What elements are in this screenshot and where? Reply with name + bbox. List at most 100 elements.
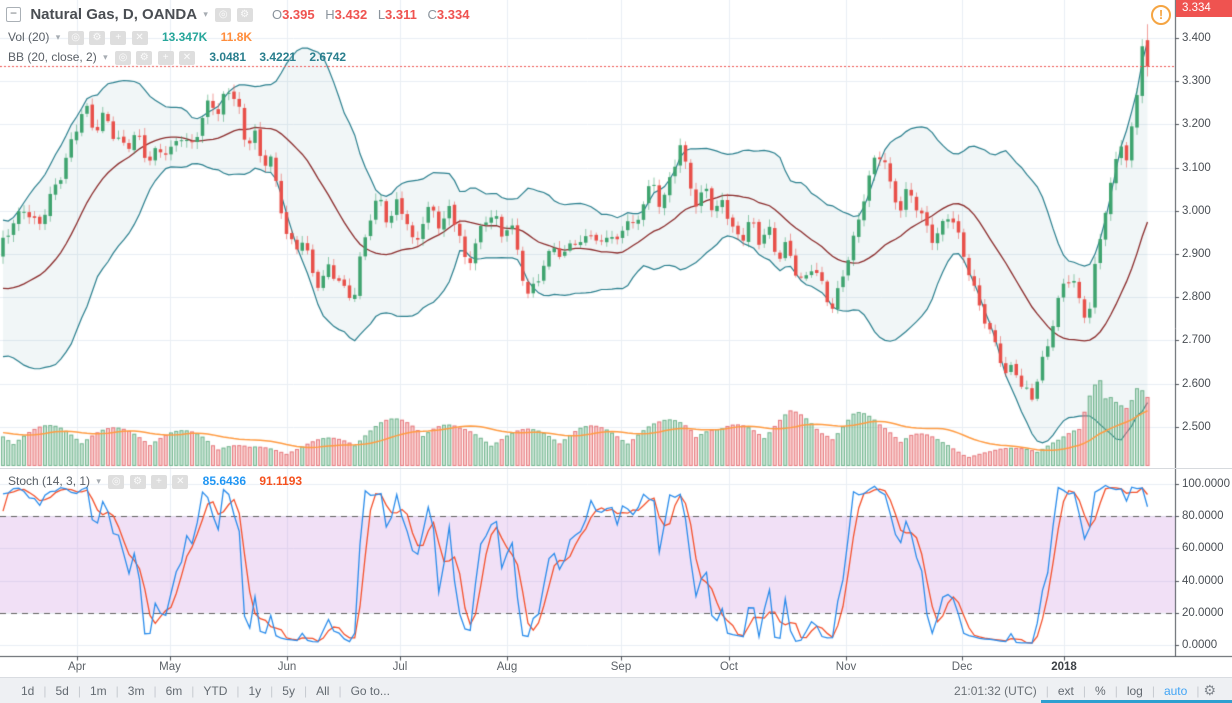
volume-value: 13.347K (161, 30, 208, 44)
separator: | (303, 683, 308, 698)
separator: | (153, 683, 157, 698)
separator: | (236, 683, 240, 698)
range-button-1d[interactable]: 1d (21, 683, 35, 698)
time-axis-label: 2018 (1051, 661, 1077, 673)
price-axis-label: 2.900 (1182, 248, 1211, 260)
close-icon[interactable]: ✕ (131, 30, 148, 45)
pane-separator[interactable] (0, 468, 1232, 469)
stoch-k-value: 85.6436 (202, 474, 247, 488)
price-axis-label: 3.400 (1182, 32, 1211, 44)
open-label: O (271, 7, 283, 22)
price-axis-label: 3.100 (1182, 161, 1211, 174)
open-value: 3.395 (282, 7, 315, 22)
separator: | (1196, 683, 1200, 698)
toolbar-button-percent[interactable]: % (1095, 683, 1106, 698)
separator: | (1045, 683, 1049, 698)
chevron-down-icon[interactable]: ▾ (203, 9, 208, 19)
time-axis-label: Sep (610, 661, 632, 673)
main-legend: − Natural Gas, D, OANDA ▾ ◎ ⚙ O3.395 H3.… (6, 6, 469, 23)
separator: | (1151, 683, 1155, 698)
collapse-icon[interactable]: − (6, 7, 21, 22)
range-button-ytd[interactable]: YTD (203, 683, 228, 698)
toolbar-button-ext[interactable]: ext (1057, 683, 1074, 698)
separator: | (338, 683, 342, 698)
settings-icon[interactable]: ⚙ (129, 474, 146, 489)
time-axis-label: Oct (720, 661, 738, 673)
low-value: 3.311 (385, 7, 417, 22)
symbol-title[interactable]: Natural Gas, D, OANDA (30, 6, 198, 23)
chart-canvas[interactable] (0, 0, 1232, 677)
bb-lower-value: 2.6742 (309, 50, 347, 64)
separator: | (1082, 683, 1087, 698)
time-axis-label: Apr (68, 661, 86, 673)
high-value: 3.432 (334, 7, 368, 22)
bb-upper-value: 3.4221 (259, 50, 297, 64)
bb-legend: BB (20, close, 2) ▾ ◎ ⚙ + ✕ 3.0481 3.422… (8, 50, 346, 65)
add-icon[interactable]: + (157, 50, 174, 65)
settings-icon[interactable]: ⚙ (236, 7, 253, 22)
range-button-6m[interactable]: 6m (165, 683, 183, 698)
time-axis-label: Nov (835, 661, 857, 673)
price-axis-label: 2.600 (1182, 377, 1211, 390)
stoch-d-value: 91.1193 (259, 474, 303, 488)
range-button-1y[interactable]: 1y (248, 683, 262, 698)
add-icon[interactable]: + (110, 30, 127, 45)
range-button-3m[interactable]: 3m (127, 683, 145, 698)
separator: | (77, 683, 81, 698)
stoch-legend: Stoch (14, 3, 1) ▾ ◎ ⚙ + ✕ 85.6436 91.11… (8, 474, 302, 489)
price-axis-label: 2.700 (1182, 334, 1211, 347)
price-axis-label: 2.500 (1182, 420, 1211, 433)
gear-icon[interactable]: ⚙ (1203, 682, 1216, 698)
separator: | (1114, 683, 1118, 698)
go-to-button[interactable]: Go to... (350, 683, 390, 698)
visibility-icon[interactable]: ◎ (108, 474, 125, 489)
toolbar-right: 21:01:32 (UTC) | ext |% | log | auto | ⚙ (945, 682, 1220, 699)
stoch-axis-label: 0.0000 (1182, 639, 1218, 651)
separator: | (43, 683, 47, 698)
close-label: C (427, 7, 437, 22)
price-axis-label: 3.000 (1182, 204, 1211, 217)
volume-legend: Vol (20) ▾ ◎ ⚙ + ✕ 13.347K 11.8K (8, 30, 252, 45)
bb-indicator-label[interactable]: BB (20, close, 2) (8, 50, 97, 64)
ohlc-readout: O3.395 H3.432 L3.311 C3.334 (265, 7, 469, 22)
chevron-down-icon[interactable]: ▾ (55, 32, 61, 43)
add-icon[interactable]: + (150, 474, 167, 489)
time-axis-label: May (159, 661, 181, 673)
chevron-down-icon[interactable]: ▾ (103, 52, 108, 63)
last-price-tag: 3.334 (1176, 0, 1232, 17)
low-label: L (377, 7, 386, 22)
high-label: H (325, 7, 335, 22)
stoch-axis-label: 20.0000 (1182, 606, 1224, 619)
separator: | (115, 683, 119, 698)
range-button-1m[interactable]: 1m (89, 683, 107, 698)
separator: | (191, 683, 195, 698)
stoch-indicator-label[interactable]: Stoch (14, 3, 1) (8, 474, 91, 488)
range-button-5d[interactable]: 5d (55, 683, 69, 698)
bottom-toolbar: 1d | 5d | 1m | 3m | 6m | YTD | 1y | 5y | All | Go to... 21… (0, 677, 1232, 703)
settings-icon[interactable]: ⚙ (88, 30, 105, 45)
close-icon[interactable]: ✕ (172, 474, 189, 489)
close-icon[interactable]: ✕ (178, 50, 195, 65)
toolbar-button-log[interactable]: log (1126, 683, 1143, 698)
stoch-axis-label: 40.0000 (1182, 574, 1224, 587)
range-button-5y[interactable]: 5y (282, 683, 295, 698)
chevron-down-icon[interactable]: ▾ (96, 476, 101, 487)
visibility-icon[interactable]: ◎ (215, 7, 232, 22)
settings-icon[interactable]: ⚙ (136, 50, 153, 65)
toolbar-button-auto[interactable]: auto (1163, 683, 1188, 698)
price-axis-label: 3.200 (1182, 118, 1211, 131)
visibility-icon[interactable]: ◎ (67, 30, 84, 45)
video-progress-bar (1041, 700, 1232, 703)
time-axis-label: Jul (392, 661, 408, 673)
time-axis-label: Aug (496, 661, 518, 673)
clock-display: 21:01:32 (UTC) (954, 683, 1037, 698)
volume-ma-value: 11.8K (220, 30, 253, 44)
time-axis-label: Jun (277, 661, 297, 673)
volume-indicator-label[interactable]: Vol (20) (8, 30, 50, 44)
range-selector: 1d | 5d | 1m | 3m | 6m | YTD | 1y | 5y | All | Go to... (12, 684, 399, 698)
alert-icon[interactable]: ! (1151, 5, 1171, 25)
range-button-all[interactable]: All (316, 683, 330, 698)
visibility-icon[interactable]: ◎ (114, 50, 131, 65)
stoch-axis-label: 100.0000 (1182, 478, 1230, 490)
